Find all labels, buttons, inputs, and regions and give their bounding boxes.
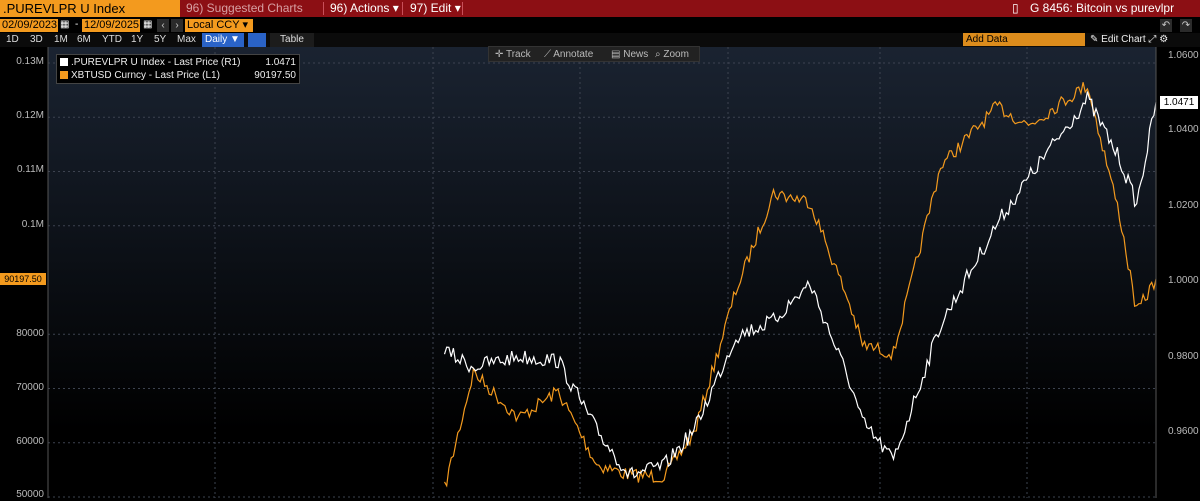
left-axis-tick: 0.12M <box>16 110 44 121</box>
annotate-tool[interactable]: ⟋ Annotate <box>544 49 594 60</box>
expand-icon[interactable]: ⤢ <box>1148 34 1157 45</box>
left-axis-tick: 50000 <box>16 489 44 500</box>
series-line-purevlpr <box>443 91 1157 479</box>
last-price-badge-left: 90197.50 <box>0 273 46 285</box>
start-date-input[interactable]: 02/09/2023 <box>0 19 58 32</box>
right-axis-tick: 0.9800 <box>1168 351 1199 362</box>
track-tool[interactable]: ✛ Track <box>495 49 531 60</box>
calendar-icon[interactable]: ▦ <box>60 19 70 30</box>
date-bar <box>0 17 1200 33</box>
date-separator: - <box>75 19 79 30</box>
add-data-input[interactable]: Add Data <box>963 33 1085 46</box>
legend-item-xbtusd: XBTUSD Curncy - Last Price (L1) <box>60 69 220 82</box>
news-tool[interactable]: ▤ News <box>611 49 649 60</box>
zoom-label: Zoom <box>663 49 689 60</box>
last-price-badge-right: 1.0471 <box>1160 96 1198 109</box>
line-chart-icon[interactable] <box>248 33 266 47</box>
toolbar-divider <box>323 2 324 15</box>
end-date-input[interactable]: 12/09/2025 <box>82 19 140 32</box>
chart-legend[interactable]: .PUREVLPR U Index - Last Price (R1) 1.04… <box>56 54 300 84</box>
period-5y[interactable]: 5Y <box>154 34 167 45</box>
left-axis-tick: 70000 <box>16 382 44 393</box>
pencil-icon: ✎ <box>1090 34 1099 45</box>
chevron-down-icon: ▾ <box>392 1 399 15</box>
actions-label: 96) Actions <box>330 1 390 15</box>
legend-swatch-white <box>60 58 68 66</box>
left-axis-tick: 60000 <box>16 436 44 447</box>
currency-select[interactable]: Local CCY ▾ <box>185 19 253 32</box>
actions-menu[interactable]: 96) Actions ▾ <box>330 0 399 17</box>
period-max[interactable]: Max <box>177 34 196 45</box>
frequency-select[interactable]: Daily ▼ <box>202 33 244 47</box>
period-1m[interactable]: 1M <box>54 34 68 45</box>
right-axis-tick: 1.0600 <box>1168 50 1199 61</box>
right-axis-tick: 1.0400 <box>1168 124 1199 135</box>
news-label: News <box>623 49 649 60</box>
left-axis-tick: 0.1M <box>21 219 44 230</box>
undo-icon[interactable]: ↶ <box>1160 19 1172 32</box>
currency-label: Local CCY <box>187 19 240 31</box>
ticker-field[interactable]: .PUREVLPR U Index <box>0 0 180 17</box>
left-axis-tick: 0.11M <box>16 164 44 175</box>
next-period-button[interactable]: › <box>171 19 183 32</box>
period-ytd[interactable]: YTD <box>102 34 122 45</box>
period-3d[interactable]: 3D <box>30 34 43 45</box>
grid <box>48 47 1156 498</box>
right-axis-tick: 0.9600 <box>1168 426 1199 437</box>
zoom-tool[interactable]: ⌕ Zoom <box>655 49 689 60</box>
page-title: G 8456: Bitcoin vs purevlpr <box>1030 1 1175 15</box>
legend-value: 90197.50 <box>254 70 296 81</box>
top-toolbar <box>0 0 1200 17</box>
period-1d[interactable]: 1D <box>6 34 19 45</box>
edit-chart-button[interactable]: ✎ Edit Chart ⤢ ⚙ <box>1090 33 1168 47</box>
right-axis-tick: 1.0200 <box>1168 200 1199 211</box>
suggested-charts-button[interactable]: 96) Suggested Charts <box>186 1 303 15</box>
chevron-down-icon: ▾ <box>454 1 461 15</box>
toolbar-divider <box>462 2 463 15</box>
legend-swatch-orange <box>60 71 68 79</box>
toolbar-divider <box>402 2 403 15</box>
edit-menu[interactable]: 97) Edit ▾ <box>410 0 461 17</box>
gear-icon[interactable]: ⚙ <box>1159 34 1169 45</box>
left-axis-tick: 80000 <box>16 328 44 339</box>
redo-icon[interactable]: ↷ <box>1180 19 1192 32</box>
track-label: Track <box>505 49 531 60</box>
right-axis-tick: 1.0000 <box>1168 275 1199 286</box>
period-1y[interactable]: 1Y <box>131 34 144 45</box>
edit-label: 97) Edit <box>410 1 452 15</box>
doc-icon: ▯ <box>1012 1 1019 15</box>
table-button[interactable]: Table <box>270 33 314 47</box>
period-6m[interactable]: 6M <box>77 34 91 45</box>
edit-chart-label: Edit Chart <box>1101 34 1146 45</box>
prev-period-button[interactable]: ‹ <box>157 19 169 32</box>
plot-area[interactable] <box>48 47 1156 498</box>
calendar-icon[interactable]: ▦ <box>143 19 153 30</box>
legend-label: XBTUSD Curncy - Last Price (L1) <box>71 70 220 81</box>
chart-toolbar: ✛ Track ⟋ Annotate ▤ News ⌕ Zoom <box>488 46 700 62</box>
legend-item-purevlpr: .PUREVLPR U Index - Last Price (R1) <box>60 56 241 69</box>
annotate-label: Annotate <box>553 49 594 60</box>
legend-label: .PUREVLPR U Index - Last Price (R1) <box>71 57 241 68</box>
series-line-xbtusd <box>443 82 1157 488</box>
legend-value: 1.0471 <box>265 57 296 68</box>
frequency-label: Daily <box>205 34 228 45</box>
left-axis-tick: 0.13M <box>16 56 44 67</box>
